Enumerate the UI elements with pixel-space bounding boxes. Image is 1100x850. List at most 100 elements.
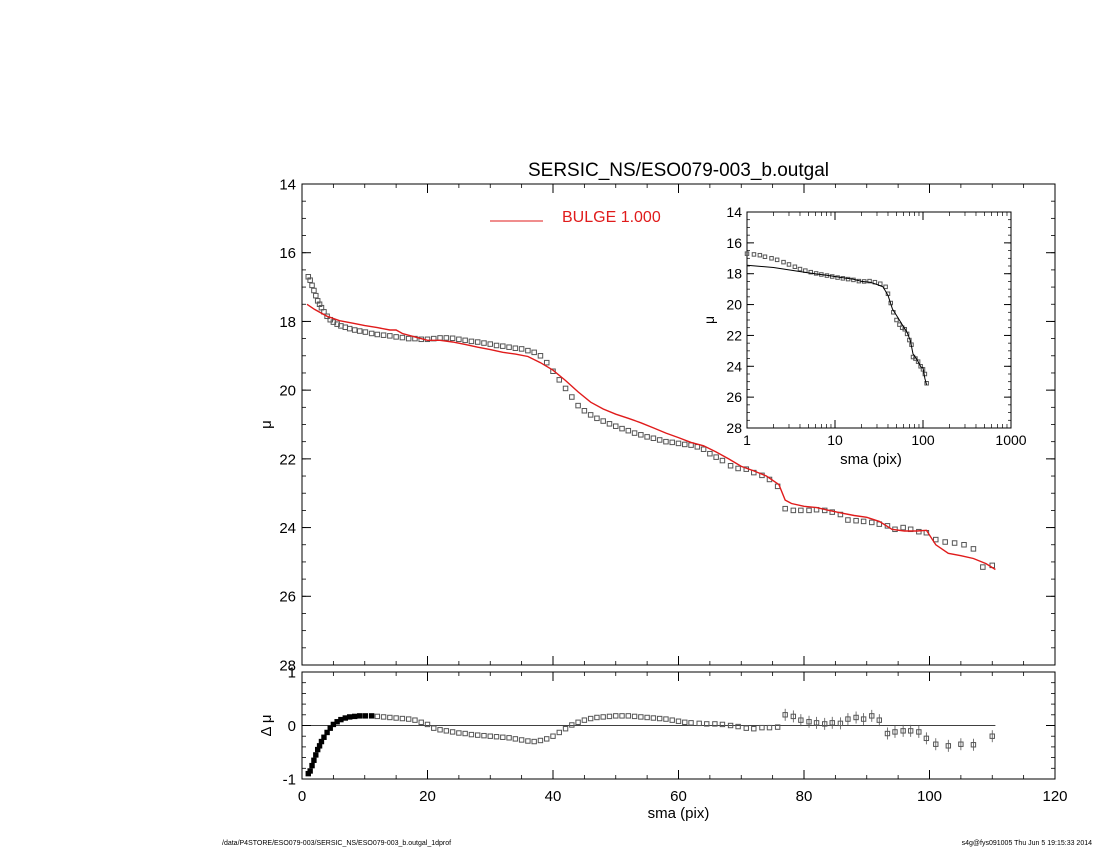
- data-point: [961, 542, 967, 548]
- inset-y-tick-label: 14: [726, 204, 742, 220]
- data-point: [656, 437, 663, 443]
- data-point: [669, 439, 675, 446]
- residual-point: [766, 724, 773, 731]
- data-point: [512, 345, 519, 351]
- residual-point: [550, 733, 556, 739]
- residual-point: [638, 714, 644, 720]
- data-point: [619, 425, 625, 432]
- model-line-bulge: [306, 303, 996, 571]
- residual-point: [449, 729, 456, 735]
- inset-x-axis-label: sma (pix): [840, 451, 902, 468]
- data-point: [790, 507, 797, 514]
- inset-data-point: [915, 359, 921, 364]
- residual-point: [311, 757, 317, 763]
- data-point: [311, 287, 317, 294]
- residual-point: [307, 768, 313, 774]
- data-point: [493, 342, 500, 349]
- residual-point: [735, 723, 741, 730]
- data-point: [644, 434, 650, 440]
- residual-point: [462, 730, 468, 737]
- residual-point: [321, 734, 327, 740]
- residual-point: [860, 716, 867, 722]
- residual-point: [313, 752, 319, 758]
- data-point: [942, 539, 948, 545]
- residual-point: [387, 714, 393, 721]
- main-profile-panel: SERSIC_NS/ESO079-003_b.outgal 14 16 18 20 22 2…: [258, 160, 1056, 674]
- inset-log-panel: 14 16 18 20 22 24 26 281 10 100 1000 sma (pix) μ: [701, 204, 1027, 468]
- residual-point: [813, 720, 820, 726]
- data-point: [845, 517, 851, 523]
- residual-point: [782, 712, 788, 718]
- residual-point: [853, 714, 859, 721]
- inset-x-tick-label: 10: [827, 432, 843, 448]
- residual-point: [790, 713, 797, 720]
- inset-background: [747, 212, 1011, 428]
- data-point: [356, 328, 363, 334]
- residual-point: [751, 726, 757, 732]
- data-point: [933, 536, 939, 543]
- residual-point: [876, 717, 882, 723]
- data-point: [727, 462, 734, 469]
- residual-point: [774, 724, 781, 730]
- data-point: [707, 450, 713, 457]
- data-point: [474, 339, 481, 345]
- inset-model-line: [746, 264, 928, 385]
- residual-point: [989, 733, 995, 739]
- residual-point: [916, 729, 922, 735]
- x-axis-label: sma (pix): [648, 805, 710, 822]
- inset-data-point: [883, 284, 888, 290]
- residual-point: [845, 716, 851, 722]
- residual-point: [525, 738, 531, 744]
- data-point: [537, 353, 544, 359]
- residual-point: [437, 727, 443, 733]
- residual-point: [837, 720, 844, 727]
- y-tick-label: 28: [279, 657, 296, 674]
- residual-point: [669, 717, 675, 723]
- residual-point: [342, 715, 348, 721]
- data-point: [581, 408, 588, 414]
- data-point: [853, 517, 859, 524]
- data-point: [575, 402, 581, 409]
- residual-point: [581, 717, 588, 723]
- inset-data-point: [918, 364, 923, 369]
- inset-data-point: [867, 278, 872, 284]
- x-tick-label: 40: [545, 788, 562, 805]
- data-point: [307, 277, 313, 283]
- residual-point: [806, 719, 812, 725]
- residual-point: [884, 730, 891, 737]
- residual-point: [892, 729, 898, 735]
- data-point: [487, 341, 493, 347]
- data-point: [334, 321, 340, 327]
- residual-point: [316, 743, 323, 749]
- legend-label-bulge: BULGE 1.000: [562, 209, 661, 226]
- y-tick-label: 14: [279, 176, 296, 193]
- inset-data-point: [751, 252, 757, 257]
- inset-y-axis-label: μ: [701, 316, 717, 324]
- residual-point: [600, 714, 606, 720]
- data-point: [798, 507, 804, 514]
- y-tick-label: 26: [279, 589, 296, 606]
- data-point: [531, 349, 537, 356]
- residual-point: [412, 717, 418, 723]
- data-point: [387, 333, 393, 339]
- y-tick-label: 1: [288, 664, 296, 681]
- residual-point: [575, 719, 581, 725]
- x-tick-label: 100: [917, 788, 942, 805]
- data-point: [970, 546, 977, 552]
- residual-point: [324, 729, 330, 736]
- residual-point: [487, 733, 493, 739]
- data-point: [860, 518, 867, 525]
- inset-y-tick-label: 22: [726, 327, 742, 343]
- residual-point: [362, 713, 369, 719]
- data-point: [587, 412, 594, 418]
- inset-y-tick-label: 18: [726, 266, 742, 282]
- data-point: [806, 507, 812, 514]
- residual-point: [368, 713, 375, 719]
- residual-point: [712, 721, 718, 727]
- data-point: [374, 331, 381, 338]
- data-point: [437, 335, 443, 341]
- residual-point: [357, 713, 363, 719]
- data-point: [500, 343, 506, 349]
- residual-point: [900, 728, 906, 734]
